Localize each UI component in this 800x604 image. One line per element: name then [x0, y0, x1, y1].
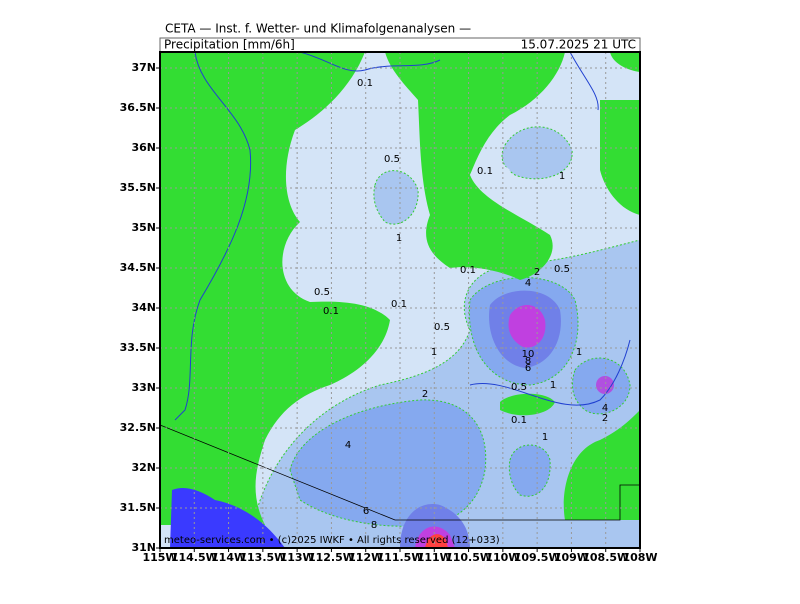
gulf-of-california — [170, 488, 285, 548]
contour-labels: 0.10.50.1 110.1 2 0.540.50.10.10.51 108610.5… — [314, 78, 608, 531]
field-max — [425, 534, 448, 548]
lat-tick-label: 37N — [131, 61, 156, 74]
lon-tick-label: 109W — [554, 551, 589, 564]
lon-tick-label: 108W — [622, 551, 657, 564]
lat-tick-label: 31N — [131, 541, 156, 554]
map-field — [160, 52, 640, 548]
title: CETA — Inst. f. Wetter- und Klimafolgena… — [165, 22, 471, 36]
contour-label: 2 — [422, 389, 428, 400]
contour-label: 1 — [396, 233, 402, 244]
contour-label: 0.5 — [554, 264, 570, 275]
contour-label: 8 — [371, 520, 377, 531]
contour-label: 4 — [525, 278, 531, 289]
river — [174, 52, 631, 421]
contour-label: 4 — [602, 403, 608, 414]
map-frame — [159, 51, 641, 549]
contour-label: 0.1 — [460, 265, 476, 276]
lon-tick-label: 115W — [142, 551, 177, 564]
contour-label: 0.1 — [357, 78, 373, 89]
lon-tick-label: 108.5W — [582, 551, 629, 564]
border — [160, 424, 640, 521]
lon-tick-label: 114W — [211, 551, 246, 564]
lon-tick-label: 109.5W — [514, 551, 561, 564]
contour-label: 1 — [542, 432, 548, 443]
lon-tick-label: 111.5W — [377, 551, 424, 564]
land-dry-east — [500, 52, 640, 520]
lat-tick-label: 36.5N — [120, 101, 156, 114]
valid-time: 15.07.2025 21 UTC — [521, 38, 636, 52]
contour-label: 1 — [550, 380, 556, 391]
contour-label: 6 — [363, 506, 369, 517]
lat-tick-label: 33N — [131, 381, 156, 394]
land-dry-north — [385, 52, 565, 280]
contour-label: 6 — [525, 363, 531, 374]
lat-tick-label: 32N — [131, 461, 156, 474]
lon-tick-label: 111W — [417, 551, 452, 564]
field-10 — [415, 304, 546, 548]
contour-label: 0.1 — [323, 306, 339, 317]
lat-tick-label: 35.5N — [120, 181, 156, 194]
lat-tick-label: 36N — [131, 141, 156, 154]
contour-label: 1 — [431, 347, 437, 358]
variable: Precipitation [mm/6h] — [164, 38, 295, 52]
lon-tick-label: 112W — [348, 551, 383, 564]
lat-tick-label: 34N — [131, 301, 156, 314]
footer: meteo-services.com • (c)2025 IWKF • All … — [164, 535, 500, 546]
lat-tick-label: 35N — [131, 221, 156, 234]
contour-label: 8 — [525, 356, 531, 367]
lon-tick-label: 113.5W — [239, 551, 286, 564]
contour-label: 0.1 — [391, 299, 407, 310]
lat-tick-label: 34.5N — [120, 261, 156, 274]
field-peak — [596, 376, 614, 394]
lon-tick-label: 110.5W — [445, 551, 492, 564]
lon-tick-label: 114.5W — [171, 551, 218, 564]
lon-tick-label: 112.5W — [308, 551, 355, 564]
contour-label: 0.5 — [384, 154, 400, 165]
contour-label: 0.5 — [434, 322, 450, 333]
field-low — [470, 163, 510, 182]
contour-label: 2 — [602, 413, 608, 424]
lon-tick-label: 113W — [280, 551, 315, 564]
contour-label: 0.1 — [511, 415, 527, 426]
contour-label: 2 — [534, 267, 540, 278]
field-8 — [400, 290, 561, 548]
lat-tick-label: 33.5N — [120, 341, 156, 354]
contour-label: 0.5 — [314, 287, 330, 298]
contour-label: 1 — [576, 347, 582, 358]
contour-label: 10 — [522, 349, 535, 360]
contour-label: 4 — [345, 440, 351, 451]
contour-label: 0.1 — [477, 166, 493, 177]
lat-tick-label: 31.5N — [120, 501, 156, 514]
land-dry-west — [160, 52, 390, 525]
contour-label: 1 — [559, 171, 565, 182]
field-1 — [373, 126, 573, 225]
lat-tick-label: 32.5N — [120, 421, 156, 434]
contour-label: 0.5 — [511, 382, 527, 393]
lon-tick-label: 110W — [485, 551, 520, 564]
